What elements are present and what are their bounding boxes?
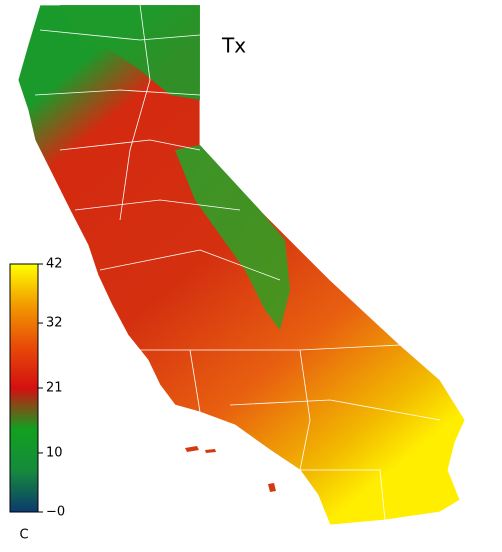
california — [17, 4, 466, 526]
colorbar — [9, 263, 39, 513]
colorbar-tick-label: 32 — [46, 316, 63, 331]
colorbar-tick-label: 21 — [46, 381, 63, 396]
northern-highlands — [60, 5, 200, 100]
colorbar-unit: C — [19, 528, 28, 543]
county-lines — [34, 4, 441, 521]
sierra-nevada — [175, 145, 290, 330]
map-title: Tx — [221, 34, 246, 58]
island — [185, 446, 199, 452]
colorbar-tick-label: 10 — [46, 445, 63, 460]
island — [268, 483, 276, 492]
colorbar-tick-label: 42 — [46, 257, 63, 272]
colorbar-tick-label: −0 — [46, 505, 65, 520]
island — [205, 449, 216, 453]
